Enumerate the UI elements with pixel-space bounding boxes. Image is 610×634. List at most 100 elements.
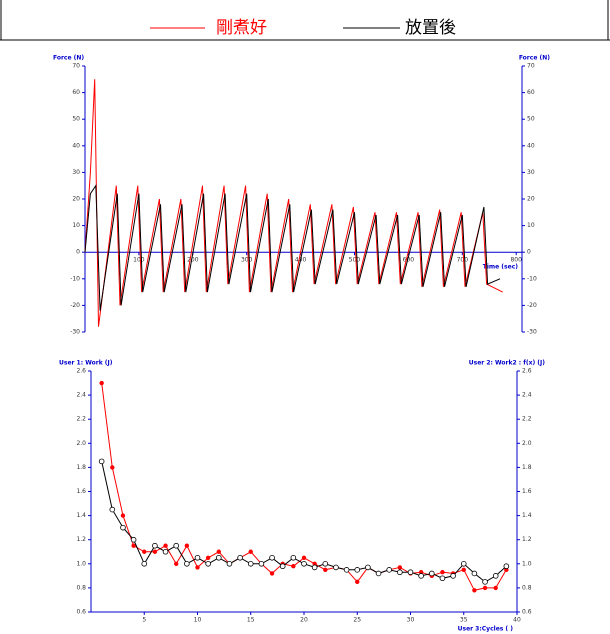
y2-tick-label: 2.2 <box>522 416 532 423</box>
y2-tick-label: 1.2 <box>522 536 532 543</box>
y2-tick-label: 20 <box>527 196 535 203</box>
x-tick-label: 600 <box>403 257 415 264</box>
data-point <box>482 585 488 591</box>
x-tick-label: 15 <box>247 617 255 624</box>
y2-tick-label: 60 <box>527 89 535 96</box>
data-point <box>248 549 253 554</box>
y-tick-label: 1.4 <box>76 512 86 519</box>
y-tick-label: 70 <box>72 63 80 70</box>
x-tick-label: 20 <box>300 617 308 624</box>
data-point <box>375 570 382 577</box>
y-tick-label: -30 <box>70 329 80 336</box>
legend-label: 剛煮好 <box>216 18 267 38</box>
data-point <box>492 573 499 579</box>
x-tick-label: 10 <box>194 617 202 624</box>
y-tick-label: 0 <box>76 249 80 256</box>
y2-axis-label: User 2: Work2 : f(x) (J) <box>469 360 545 367</box>
series-line <box>84 79 503 327</box>
x-tick-label: 200 <box>187 257 199 264</box>
data-point <box>301 560 307 567</box>
data-point <box>258 560 265 567</box>
y2-tick-label: -20 <box>527 302 537 309</box>
y2-tick-label: 0.8 <box>522 584 532 591</box>
data-point <box>290 554 297 561</box>
data-point <box>460 560 467 567</box>
data-point <box>269 554 275 561</box>
data-point <box>120 524 126 531</box>
data-point <box>291 564 296 569</box>
data-point <box>247 560 254 567</box>
data-point <box>333 564 339 571</box>
y2-tick-label: 70 <box>527 63 535 70</box>
data-point <box>237 554 243 561</box>
data-point <box>397 565 403 570</box>
x-tick-label: 500 <box>349 257 361 264</box>
y-tick-label: 40 <box>72 142 80 149</box>
y-tick-label: 10 <box>72 222 80 229</box>
y2-tick-label: 10 <box>527 222 535 229</box>
x-tick-label: 700 <box>457 257 469 264</box>
y-tick-label: 2.0 <box>76 440 86 447</box>
data-point <box>355 579 360 585</box>
data-point <box>322 560 329 567</box>
data-point <box>323 567 328 573</box>
y2-tick-label: -30 <box>527 329 537 336</box>
x-tick-label: 5 <box>142 617 146 624</box>
y2-tick-label: 2.0 <box>522 440 532 447</box>
data-point <box>482 579 488 585</box>
data-point <box>216 549 221 554</box>
data-point <box>450 573 456 579</box>
data-point <box>226 560 233 567</box>
y-tick-label: 1.8 <box>76 464 86 471</box>
y2-tick-label: 1.0 <box>522 560 532 567</box>
x-tick-label: 30 <box>407 617 415 624</box>
y2-tick-label: 2.6 <box>522 368 532 375</box>
data-point <box>152 549 158 554</box>
data-point <box>365 564 371 571</box>
x-tick-label: 35 <box>460 617 468 624</box>
y-tick-label: 2.4 <box>76 392 86 399</box>
y-tick-label: 1.2 <box>76 536 86 543</box>
data-point <box>152 542 158 549</box>
x-tick-label: 100 <box>133 257 145 264</box>
y-axis-label: User 1: Work (J) <box>59 360 113 367</box>
data-point <box>130 536 137 543</box>
data-point <box>173 542 180 549</box>
data-point <box>418 573 424 579</box>
y2-tick-label: 1.8 <box>522 464 532 471</box>
data-point <box>439 575 446 582</box>
data-point <box>99 380 104 386</box>
series-line <box>84 184 501 311</box>
y2-tick-label: -10 <box>527 275 537 282</box>
data-point <box>109 506 116 513</box>
data-point <box>131 543 136 548</box>
y-tick-label: -20 <box>70 302 80 309</box>
x-axis-label: User 3:Cycles ( ) <box>458 626 514 633</box>
y2-tick-label: 0 <box>527 249 531 256</box>
y-tick-label: 60 <box>72 89 80 96</box>
data-point <box>440 570 445 575</box>
data-point <box>311 564 318 571</box>
y-tick-label: 30 <box>72 169 80 176</box>
data-point <box>173 561 179 566</box>
data-point <box>142 549 147 554</box>
x-tick-label: 800 <box>510 257 522 264</box>
data-point <box>279 563 286 570</box>
data-point <box>472 588 477 593</box>
y-tick-label: 1.6 <box>76 488 86 495</box>
y2-tick-label: 1.6 <box>522 488 532 495</box>
data-point <box>386 567 393 573</box>
data-point <box>493 585 498 591</box>
y-tick-label: 0.6 <box>76 609 86 616</box>
data-point <box>471 570 478 577</box>
data-point <box>184 560 190 567</box>
data-point <box>407 569 414 576</box>
data-point <box>461 567 466 573</box>
legend-label: 放置後 <box>405 18 456 38</box>
y2-axis-label: Force (N) <box>519 55 550 62</box>
data-point <box>354 567 361 573</box>
data-point <box>397 569 403 576</box>
y2-tick-label: 1.4 <box>522 512 532 519</box>
data-point <box>269 571 275 576</box>
x-tick-label: 300 <box>241 257 253 264</box>
